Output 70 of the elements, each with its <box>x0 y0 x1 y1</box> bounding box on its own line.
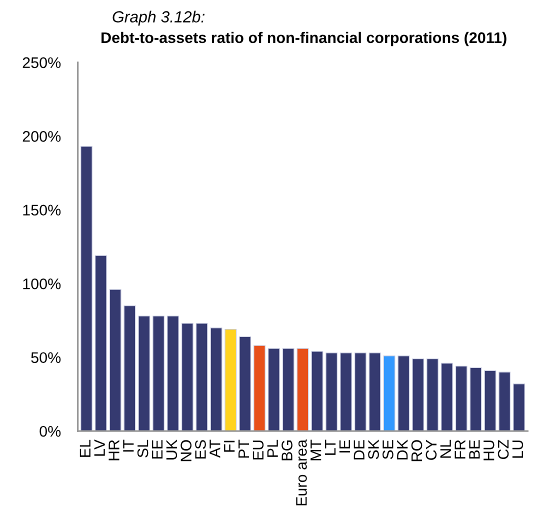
bar <box>296 348 309 432</box>
x-tick-label: MT <box>310 440 322 460</box>
bar <box>311 351 324 432</box>
x-tick-label: DK <box>397 440 408 460</box>
x-tick-label: BG <box>282 440 292 460</box>
bar <box>152 316 165 432</box>
y-tick-label: 200% <box>22 131 61 142</box>
x-tick-label: CY <box>426 440 437 460</box>
x-tick-label: SK <box>368 440 379 460</box>
x-tick-label: IE <box>339 440 350 452</box>
bar <box>94 255 107 432</box>
bar <box>282 348 294 432</box>
bar <box>412 358 424 432</box>
x-tick-label: NO <box>180 440 192 462</box>
bar <box>340 352 352 432</box>
x-tick-label: PL <box>267 440 278 457</box>
bar <box>268 348 280 432</box>
x-tick-label: FI <box>224 440 235 452</box>
bar <box>498 372 511 432</box>
y-tick-label: 250% <box>22 57 61 68</box>
chart-title: Debt-to-assets ratio of non-financial corporations (2011) <box>102 32 506 46</box>
x-tick-label: BE <box>469 440 480 459</box>
x-tick-label: AT <box>210 440 220 458</box>
bar <box>440 362 453 432</box>
x-tick-label: PT <box>238 440 250 458</box>
bar <box>398 356 410 432</box>
bar <box>109 289 122 432</box>
x-tick-label: LV <box>94 439 105 456</box>
x-tick-label: HR <box>108 440 120 460</box>
x-tick-label: DE <box>354 440 364 460</box>
x-tick-label: LU <box>512 440 524 458</box>
bar <box>484 370 496 432</box>
x-tick-label: EE <box>152 440 163 459</box>
y-tick-label: 0% <box>40 426 61 437</box>
bar <box>470 367 482 432</box>
x-tick-label: LT <box>325 440 336 455</box>
x-tick-label: ES <box>195 440 206 459</box>
x-tick-label: CZ <box>498 440 509 459</box>
bar <box>239 336 252 432</box>
x-tick-label: SE <box>382 440 394 460</box>
caption: Graph 3.12b: <box>112 10 205 26</box>
y-tick-label: 100% <box>23 278 61 290</box>
bar <box>326 352 338 432</box>
bar <box>254 345 266 432</box>
x-tick-label: IT <box>123 440 134 452</box>
x-tick-label: FR <box>454 440 466 459</box>
x-tick-label: Euro area <box>296 439 307 506</box>
x-tick-label: NL <box>440 440 451 458</box>
bar <box>354 352 366 432</box>
bar <box>455 366 468 432</box>
bar <box>426 358 438 432</box>
bar <box>181 323 194 432</box>
x-tick-label: UK <box>166 440 178 460</box>
x-tick-label: EL <box>80 440 90 457</box>
x-tick-label: EU <box>252 440 264 460</box>
bar <box>138 316 150 432</box>
y-tick-label: 50% <box>31 352 61 364</box>
bar <box>196 323 208 432</box>
bar <box>224 328 237 432</box>
bar <box>124 305 136 432</box>
bar <box>210 328 222 432</box>
bar <box>368 352 381 432</box>
y-tick-label: 150% <box>23 204 61 216</box>
bar <box>80 146 92 432</box>
x-tick-label: RO <box>411 440 422 462</box>
bar <box>383 356 396 432</box>
bar <box>167 316 179 432</box>
x-tick-label: SL <box>137 440 148 458</box>
x-tick-label: HU <box>484 440 494 460</box>
bar <box>513 384 525 432</box>
